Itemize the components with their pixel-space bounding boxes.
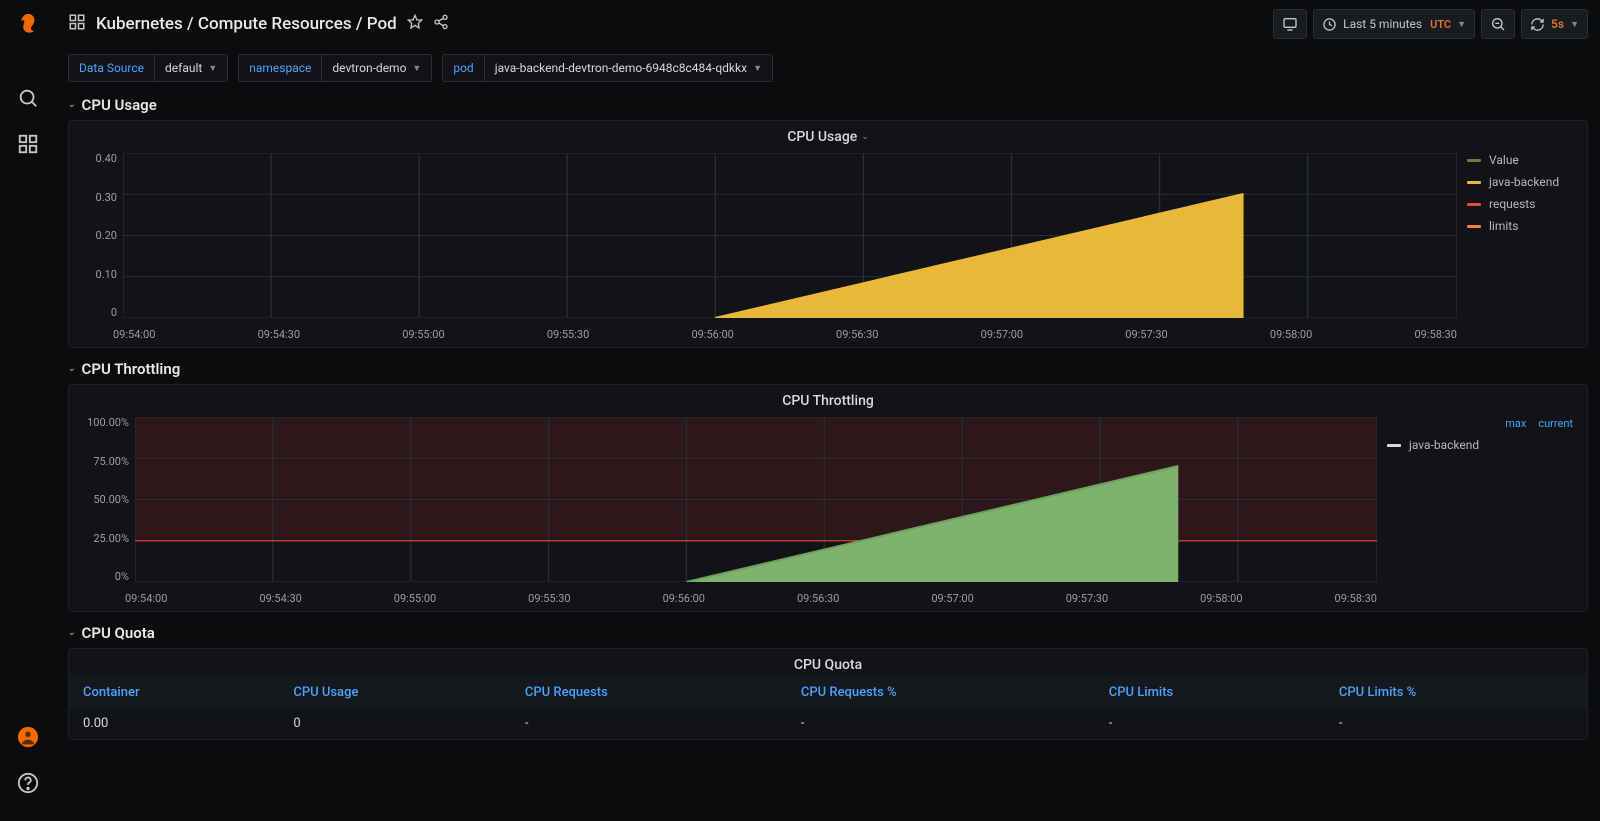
grafana-logo-icon[interactable] — [12, 8, 44, 40]
cpu-usage-svg — [123, 153, 1457, 318]
star-icon[interactable] — [407, 14, 423, 35]
cpu-usage-xaxis: 09:54:00 09:54:30 09:55:00 09:55:30 09:5… — [113, 324, 1457, 347]
cpu-throttling-chart: 100.00% 75.00% 50.00% 25.00% 0% — [69, 413, 1587, 588]
share-icon[interactable] — [433, 14, 449, 35]
chevron-down-icon: ⌄ — [861, 132, 869, 142]
refresh-interval: 5s — [1551, 17, 1564, 31]
dashboard-title-icon[interactable] — [68, 13, 86, 36]
panel-cpu-usage-title[interactable]: CPU Usage ⌄ — [69, 121, 1587, 149]
chevron-down-icon: ⌄ — [68, 100, 76, 110]
dashboards-icon[interactable] — [12, 128, 44, 160]
legend-swatch — [1467, 225, 1481, 228]
legend-item[interactable]: requests — [1467, 197, 1577, 211]
legend-item[interactable]: java-backend — [1467, 175, 1577, 189]
sidebar — [0, 0, 56, 821]
col-cpu-limits[interactable]: CPU Limits — [1095, 677, 1325, 708]
search-icon[interactable] — [12, 82, 44, 114]
timerange-picker[interactable]: Last 5 minutes UTC ▼ — [1313, 9, 1475, 39]
legend-item[interactable]: Value — [1467, 153, 1577, 167]
filter-namespace-value[interactable]: devtron-demo▼ — [321, 54, 432, 82]
cpu-throttling-yaxis: 100.00% 75.00% 50.00% 25.00% 0% — [79, 417, 135, 582]
cpu-quota-table: Container CPU Usage CPU Requests CPU Req… — [69, 677, 1587, 739]
section-cpu-throttling-title: CPU Throttling — [82, 360, 181, 378]
chevron-down-icon: ▼ — [753, 63, 762, 74]
legend-swatch — [1387, 444, 1401, 447]
legend-swatch — [1467, 181, 1481, 184]
panel-cpu-throttling: CPU Throttling 100.00% 75.00% 50.00% 25.… — [68, 384, 1588, 612]
filter-pod-value[interactable]: java-backend-devtron-demo-6948c8c484-qdk… — [484, 54, 773, 82]
section-cpu-throttling-header[interactable]: ⌄ CPU Throttling — [68, 352, 1588, 384]
section-cpu-quota-header[interactable]: ⌄ CPU Quota — [68, 616, 1588, 648]
topbar: Kubernetes / Compute Resources / Pod Las… — [56, 0, 1600, 48]
timerange-label: Last 5 minutes — [1343, 17, 1422, 31]
section-cpu-usage-title: CPU Usage — [82, 96, 157, 114]
col-container[interactable]: Container — [69, 677, 279, 708]
chevron-down-icon: ▼ — [412, 63, 421, 74]
filters: Data Source default▼ namespace devtron-d… — [56, 48, 1600, 88]
section-cpu-quota-title: CPU Quota — [82, 624, 155, 642]
timerange-tz: UTC — [1430, 18, 1451, 31]
zoom-out-button[interactable] — [1481, 9, 1515, 39]
chevron-down-icon: ⌄ — [68, 364, 76, 374]
filter-namespace-label: namespace — [238, 54, 321, 82]
help-icon[interactable] — [12, 767, 44, 799]
filter-datasource: Data Source default▼ — [68, 54, 228, 82]
filter-datasource-value[interactable]: default▼ — [154, 54, 228, 82]
panel-cpu-quota-title[interactable]: CPU Quota — [69, 649, 1587, 677]
panel-cpu-quota: CPU Quota Container CPU Usage CPU Reques… — [68, 648, 1588, 740]
cpu-throttling-svg — [135, 417, 1377, 582]
filter-namespace: namespace devtron-demo▼ — [238, 54, 432, 82]
legend-swatch — [1467, 159, 1481, 162]
section-cpu-usage-header[interactable]: ⌄ CPU Usage — [68, 88, 1588, 120]
breadcrumb: Kubernetes / Compute Resources / Pod — [68, 13, 449, 36]
topbar-actions: Last 5 minutes UTC ▼ 5s ▼ — [1273, 9, 1588, 39]
panel-cpu-throttling-title[interactable]: CPU Throttling — [69, 385, 1587, 413]
filter-pod: pod java-backend-devtron-demo-6948c8c484… — [442, 54, 773, 82]
table-header-row: Container CPU Usage CPU Requests CPU Req… — [69, 677, 1587, 708]
legend-item[interactable]: limits — [1467, 219, 1577, 233]
filter-datasource-label: Data Source — [68, 54, 154, 82]
cpu-usage-chart: 0.40 0.30 0.20 0.10 0 — [69, 149, 1587, 324]
tv-mode-button[interactable] — [1273, 9, 1307, 39]
legend-headers: max current — [1387, 417, 1577, 430]
cpu-usage-yaxis: 0.40 0.30 0.20 0.10 0 — [79, 153, 123, 318]
main: Kubernetes / Compute Resources / Pod Las… — [56, 0, 1600, 821]
col-cpu-usage[interactable]: CPU Usage — [279, 677, 511, 708]
col-cpu-requests[interactable]: CPU Requests — [511, 677, 787, 708]
cpu-throttling-legend: max current java-backend — [1377, 417, 1577, 582]
legend-swatch — [1467, 203, 1481, 206]
breadcrumb-text[interactable]: Kubernetes / Compute Resources / Pod — [96, 14, 397, 34]
chevron-down-icon: ▼ — [1457, 19, 1466, 30]
content: ⌄ CPU Usage CPU Usage ⌄ 0.40 0.30 0.20 0… — [56, 88, 1600, 821]
cpu-throttling-xaxis: 09:54:00 09:54:30 09:55:00 09:55:30 09:5… — [125, 588, 1377, 611]
panel-cpu-usage: CPU Usage ⌄ 0.40 0.30 0.20 0.10 0 — [68, 120, 1588, 348]
avatar-icon[interactable] — [12, 721, 44, 753]
col-cpu-requests-pct[interactable]: CPU Requests % — [787, 677, 1095, 708]
filter-pod-label: pod — [442, 54, 483, 82]
chevron-down-icon: ⌄ — [68, 628, 76, 638]
cpu-usage-legend: Value java-backend requests limits — [1457, 153, 1577, 318]
col-cpu-limits-pct[interactable]: CPU Limits % — [1325, 677, 1587, 708]
legend-item[interactable]: java-backend — [1387, 438, 1577, 452]
refresh-button[interactable]: 5s ▼ — [1521, 9, 1588, 39]
chevron-down-icon: ▼ — [1570, 19, 1579, 30]
chevron-down-icon: ▼ — [208, 63, 217, 74]
table-row[interactable]: 0.00 0 - - - - — [69, 708, 1587, 739]
